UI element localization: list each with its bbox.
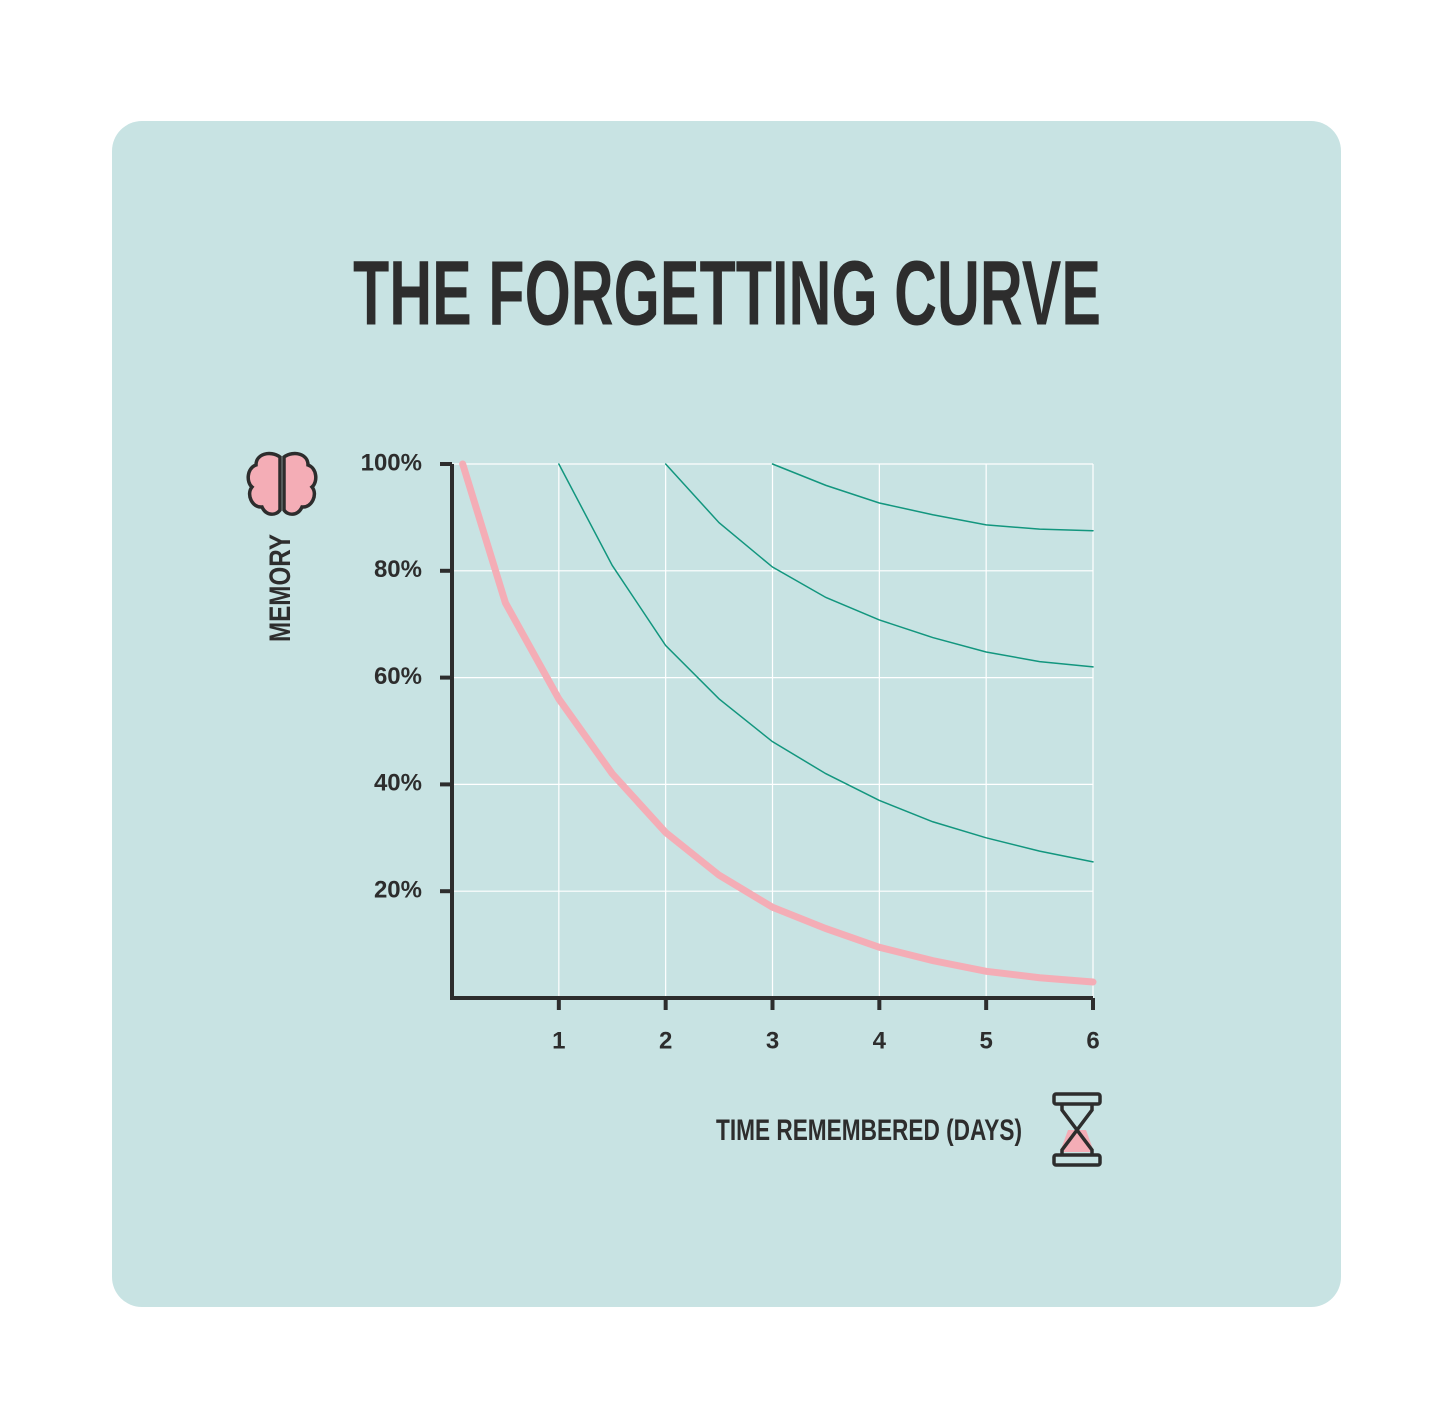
y-axis-label: MEMORY (264, 534, 297, 642)
x-tick-label: 1 (552, 1027, 565, 1054)
x-tick-label: 6 (1086, 1027, 1099, 1054)
curve (771, 463, 1094, 532)
brain-icon (246, 451, 318, 516)
y-tick-label: 40% (374, 770, 422, 797)
y-tick-label: 20% (374, 877, 422, 904)
x-tick-label: 4 (873, 1027, 887, 1054)
hourglass-icon (1052, 1092, 1102, 1167)
y-tick-label: 60% (374, 663, 422, 690)
curve (459, 460, 1097, 986)
y-tick-label: 100% (361, 449, 422, 476)
y-tick-label: 80% (374, 556, 422, 583)
x-axis-label: TIME REMEMBERED (DAYS) (716, 1114, 1022, 1147)
curve (558, 463, 1094, 863)
curve (664, 463, 1094, 668)
x-tick-label: 3 (766, 1027, 779, 1054)
card (112, 121, 1341, 1307)
x-tick-label: 5 (979, 1027, 992, 1054)
chart-title: THE FORGETTING CURVE (353, 242, 1101, 344)
x-tick-label: 2 (659, 1027, 672, 1054)
